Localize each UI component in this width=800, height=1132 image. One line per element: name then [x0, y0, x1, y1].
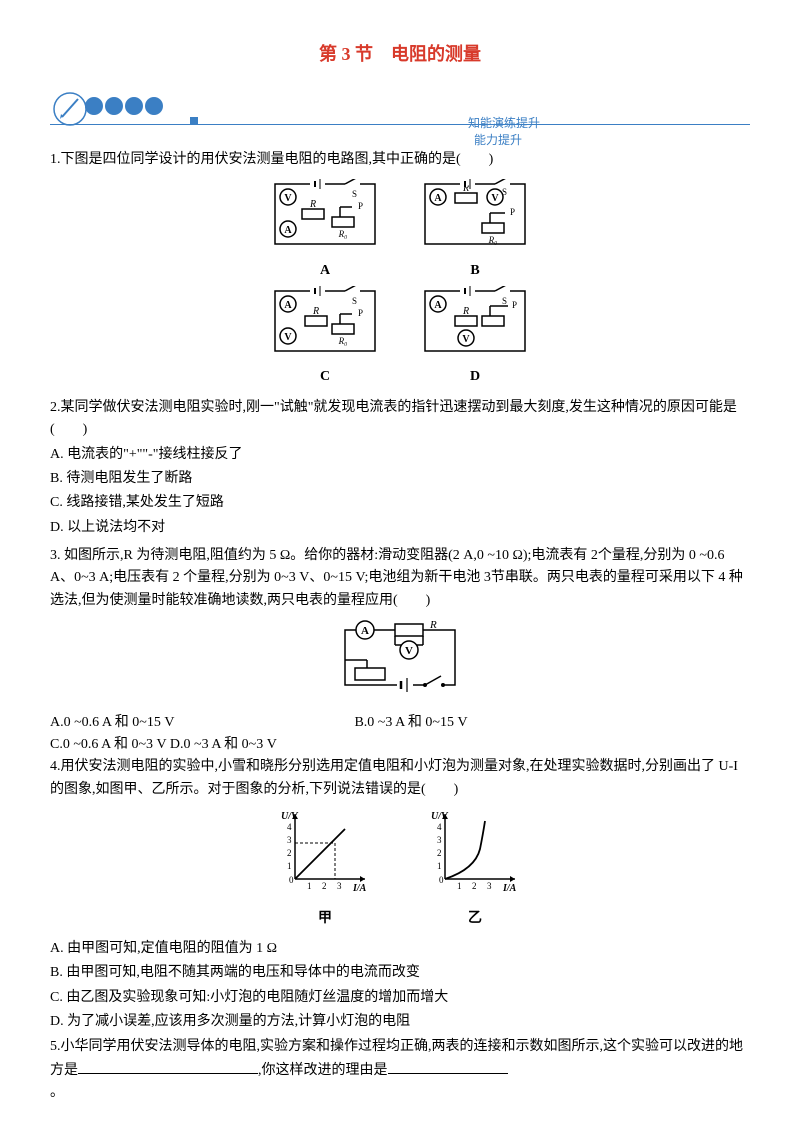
q2-optA: A. 电流表的"+""-"接线柱接反了	[50, 444, 750, 466]
section-banner: 知能演练提升 能力提升	[50, 89, 750, 139]
svg-text:P: P	[510, 207, 515, 217]
svg-text:R: R	[429, 620, 437, 631]
q3-optA: A.0 ~0.6 A 和 0~15 V	[50, 712, 174, 734]
svg-text:0: 0	[289, 875, 294, 885]
q2-optD: D. 以上说法均不对	[50, 517, 750, 539]
q1-num: 1.	[50, 152, 61, 167]
q3-diagram: A R V	[50, 620, 750, 703]
svg-text:2: 2	[472, 881, 477, 891]
q3-text: 如图所示,R 为待测电阻,阻值约为 5 Ω。给你的器材:滑动变阻器(2 A,0 …	[50, 548, 743, 608]
q1-text: 下图是四位同学设计的用伏安法测量电阻的电路图,其中正确的是( )	[61, 152, 494, 167]
q4-optA: A. 由甲图可知,定值电阻的阻值为 1 Ω	[50, 938, 750, 960]
svg-text:1: 1	[307, 881, 312, 891]
svg-text:2: 2	[322, 881, 327, 891]
question-4: 4.用伏安法测电阻的实验中,小雪和晓彤分别选用定值电阻和小灯泡为测量对象,在处理…	[50, 756, 750, 801]
svg-text:1: 1	[287, 861, 292, 871]
svg-text:U/V: U/V	[431, 811, 449, 822]
svg-text:1: 1	[457, 881, 462, 891]
page-title: 第 3 节 电阻的测量	[50, 40, 750, 69]
svg-text:P: P	[512, 300, 517, 310]
svg-text:S: S	[352, 296, 357, 306]
q5-blank2	[388, 1058, 508, 1074]
svg-text:0: 0	[439, 875, 444, 885]
svg-text:3: 3	[487, 881, 492, 891]
circuit-a: V A R R₀ P S A	[270, 179, 380, 282]
svg-text:R₀: R₀	[338, 229, 348, 239]
svg-text:3: 3	[287, 835, 292, 845]
svg-text:2: 2	[287, 848, 292, 858]
svg-text:4: 4	[287, 822, 292, 832]
svg-text:R: R	[309, 199, 316, 210]
svg-text:I/A: I/A	[352, 883, 367, 894]
svg-text:3: 3	[437, 835, 442, 845]
graph-yi: U/V I/A 0 1234 123 乙	[425, 809, 525, 930]
q4-optD: D. 为了减小误差,应该用多次测量的方法,计算小灯泡的电阻	[50, 1011, 750, 1033]
q2-optB: B. 待测电阻发生了断路	[50, 468, 750, 490]
svg-text:A: A	[434, 300, 442, 311]
q3-optCD: C.0 ~0.6 A 和 0~3 V D.0 ~3 A 和 0~3 V	[50, 734, 750, 756]
circuit-d: A R V P S D	[420, 286, 530, 389]
circuit-b: A R V R₀ P S B	[420, 179, 530, 282]
q4-optC: C. 由乙图及实验现象可知:小灯泡的电阻随灯丝温度的增加而增大	[50, 987, 750, 1009]
q2-optC: C. 线路接错,某处发生了短路	[50, 492, 750, 514]
q5-text-end: 。	[50, 1082, 750, 1104]
q2-num: 2.	[50, 400, 61, 415]
q4-num: 4.	[50, 759, 61, 774]
svg-text:A: A	[284, 300, 292, 311]
question-1: 1.下图是四位同学设计的用伏安法测量电阻的电路图,其中正确的是( )	[50, 149, 750, 171]
q5-num: 5.	[50, 1039, 61, 1054]
q3-options-row1: A.0 ~0.6 A 和 0~15 V B.0 ~3 A 和 0~15 V	[50, 712, 750, 734]
banner-dots	[85, 97, 163, 115]
question-5: 5.小华同学用伏安法测导体的电阻,实验方案和操作过程均正确,两表的连接和示数如图…	[50, 1036, 750, 1105]
svg-text:P: P	[358, 201, 363, 211]
label-a: A	[270, 260, 380, 282]
svg-text:V: V	[491, 193, 499, 204]
svg-text:R: R	[462, 306, 469, 317]
svg-text:V: V	[284, 193, 292, 204]
q3-num: 3.	[50, 548, 61, 563]
question-3: 3. 如图所示,R 为待测电阻,阻值约为 5 Ω。给你的器材:滑动变阻器(2 A…	[50, 545, 750, 612]
svg-text:V: V	[405, 645, 413, 657]
svg-text:V: V	[284, 332, 292, 343]
label-d: D	[420, 366, 530, 388]
svg-text:U/V: U/V	[281, 811, 299, 822]
q2-text: 某同学做伏安法测电阻实验时,刚一"试触"就发现电流表的指针迅速摆动到最大刻度,发…	[50, 400, 737, 437]
banner-text-2: 能力提升	[474, 131, 522, 150]
svg-text:2: 2	[437, 848, 442, 858]
q3-optB: B.0 ~3 A 和 0~15 V	[354, 712, 467, 734]
svg-text:S: S	[502, 296, 507, 306]
label-b: B	[420, 260, 530, 282]
svg-text:S: S	[502, 187, 507, 197]
svg-text:R₀: R₀	[338, 336, 348, 346]
q5-text-mid: ,你这样改进的理由是	[258, 1063, 388, 1078]
graph-jia-label: 甲	[275, 908, 375, 930]
svg-text:S: S	[352, 189, 357, 199]
svg-text:A: A	[361, 625, 369, 637]
svg-text:V: V	[462, 334, 470, 345]
svg-text:P: P	[358, 308, 363, 318]
svg-text:I/A: I/A	[502, 883, 517, 894]
svg-text:A: A	[284, 225, 292, 236]
graph-yi-label: 乙	[425, 908, 525, 930]
label-c: C	[270, 366, 380, 388]
q1-diagrams: V A R R₀ P S A A R V R₀ P S B	[50, 179, 750, 389]
svg-text:A: A	[434, 193, 442, 204]
svg-text:R: R	[312, 306, 319, 317]
question-2: 2.某同学做伏安法测电阻实验时,刚一"试触"就发现电流表的指针迅速摆动到最大刻度…	[50, 397, 750, 539]
svg-text:3: 3	[337, 881, 342, 891]
q4-optB: B. 由甲图可知,电阻不随其两端的电压和导体中的电流而改变	[50, 962, 750, 984]
svg-text:4: 4	[437, 822, 442, 832]
q5-blank1	[78, 1058, 258, 1074]
q4-graphs: U/V I/A 0 1234 123 甲 U/V I/A 0 1234 123 …	[50, 809, 750, 930]
q4-text: 用伏安法测电阻的实验中,小雪和晓彤分别选用定值电阻和小灯泡为测量对象,在处理实验…	[50, 759, 738, 796]
svg-text:1: 1	[437, 861, 442, 871]
graph-jia: U/V I/A 0 1234 123 甲	[275, 809, 375, 930]
svg-text:R₀: R₀	[488, 235, 498, 245]
pencil-circle-icon	[50, 89, 90, 129]
circuit-c: A R V R₀ P S C	[270, 286, 380, 389]
